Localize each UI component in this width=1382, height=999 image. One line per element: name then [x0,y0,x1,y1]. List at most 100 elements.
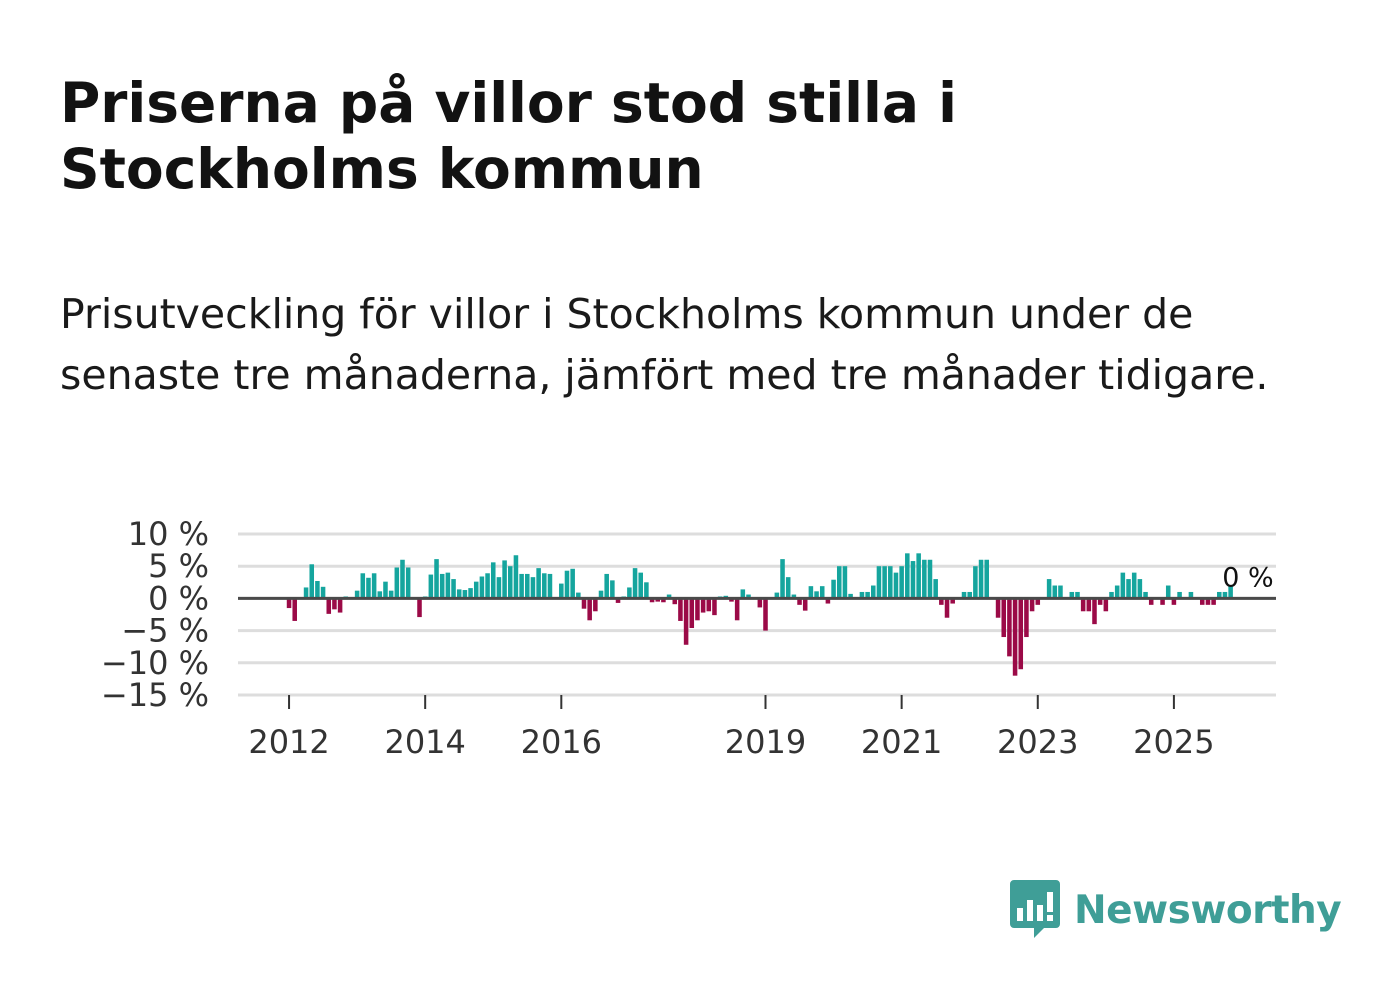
bar [683,598,689,645]
chart-subtitle: Prisutveckling för villor i Stockholms k… [60,290,1269,399]
bar [695,598,700,621]
bar [802,598,808,611]
bar [525,573,530,599]
bar [507,566,513,599]
x-tick-label: 2019 [725,723,806,761]
bar [1177,591,1182,599]
bar [1143,591,1148,599]
bar [1199,598,1205,605]
bar [1069,591,1075,599]
bar [513,555,519,599]
bar [456,589,462,599]
bar [1092,598,1097,625]
bar [536,568,541,599]
bar [292,598,297,621]
bar [1188,591,1194,599]
bar [1114,585,1120,599]
bar [377,591,383,599]
bar [479,576,485,599]
bar [587,598,592,621]
bar [360,573,366,599]
bar [559,583,564,599]
bar [1052,585,1058,599]
bar [848,593,853,599]
bar [865,591,870,599]
bar [627,587,632,599]
bar [746,594,751,599]
bar [1086,598,1092,612]
bar [519,573,524,599]
bar [700,598,706,613]
brand-name: Newsworthy [1074,887,1342,933]
bar [882,566,887,599]
bar [496,577,502,599]
bar [689,598,695,629]
bar [916,553,921,599]
bar [785,577,791,599]
bar [632,568,638,599]
newsworthy-bar-chart-icon [1010,880,1060,938]
bar [428,574,434,599]
bar [337,598,343,613]
bar [1137,579,1143,599]
bar [831,579,836,599]
y-tick-label: −10 % [101,644,209,682]
bar [542,573,547,599]
bar [905,553,910,599]
bar [1205,598,1211,605]
bar [451,579,456,599]
bar [1080,598,1086,612]
bar [445,572,451,599]
bar [1097,598,1103,605]
bar [842,566,848,599]
newsworthy-logo: Newsworthy [1008,878,1342,942]
bar [388,590,394,599]
bar [927,559,933,599]
bar [1018,598,1024,670]
x-tick-label: 2021 [861,723,942,761]
bar [610,580,615,599]
x-tick-label: 2016 [521,723,602,761]
bar [1160,598,1165,605]
bar [825,598,831,604]
bar [371,573,377,599]
bar [485,573,490,599]
bar [649,598,655,603]
bar [576,592,581,599]
bar [286,598,292,609]
bar [706,598,712,612]
bar [893,572,899,599]
bar [661,598,666,603]
bar [400,559,405,599]
bar [797,598,802,605]
bar [354,590,360,599]
last-value-label: 0 % [1222,562,1273,593]
bar [808,586,814,599]
bar [995,598,1001,618]
bar [757,598,763,608]
bar [1126,579,1131,599]
bar [1103,598,1109,612]
bar [910,561,916,599]
bar [593,598,598,612]
bar [581,598,587,609]
price-change-bar-chart: 10 %5 %0 %−5 %−10 %−15 % 2012 2014 2016 201… [101,515,1276,761]
y-tick-label: 10 % [128,515,209,553]
bar [473,581,479,599]
bar [944,598,950,618]
bar [876,566,882,599]
bar [604,573,609,599]
bar [888,566,893,599]
bar [961,591,967,599]
bar [791,594,797,599]
x-tick-label: 2014 [384,723,465,761]
bar [1165,585,1171,599]
x-tick-label: 2025 [1133,723,1214,761]
bar [666,594,672,599]
bar [502,560,507,599]
bar [819,586,825,599]
bar [366,577,371,599]
bar [774,592,780,599]
bar [973,566,978,599]
bar [871,585,876,599]
